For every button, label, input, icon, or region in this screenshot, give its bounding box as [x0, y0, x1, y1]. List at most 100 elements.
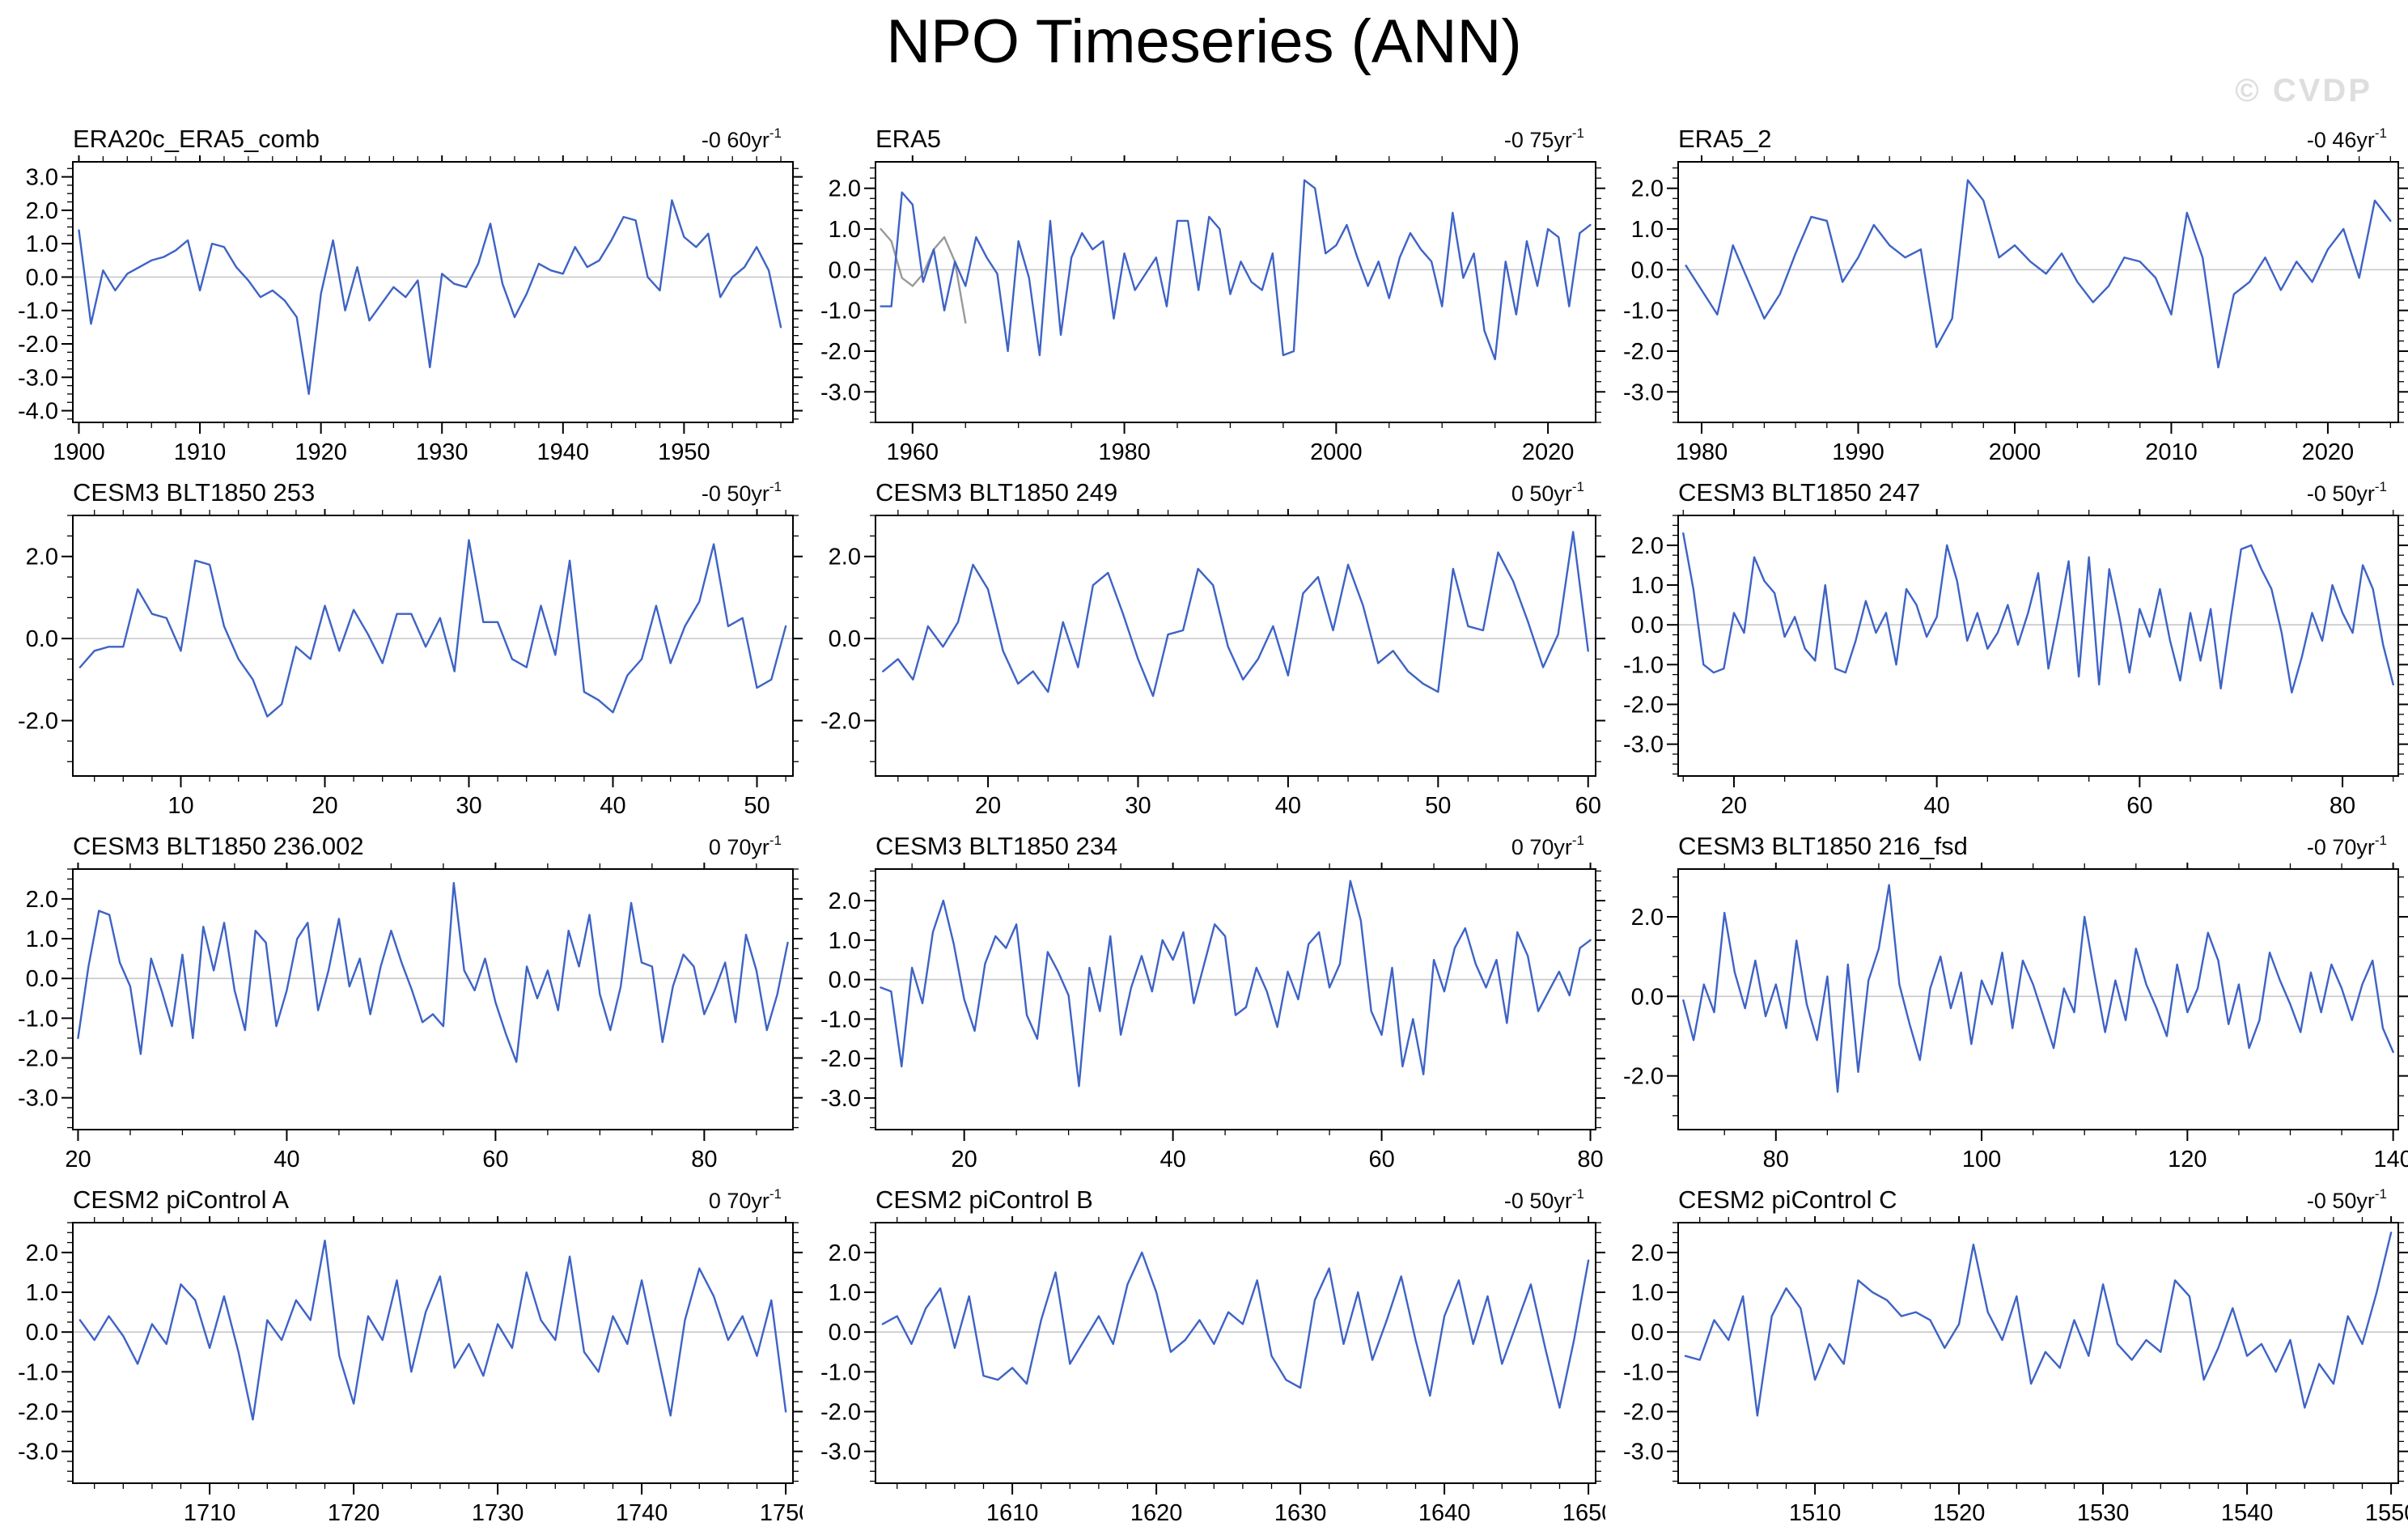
svg-text:20: 20: [1721, 793, 1747, 819]
series-line-main: [77, 882, 789, 1063]
trend-exponent: -1: [769, 479, 782, 494]
y-tick-labels: 2.0 1.0 0.0 -1.0 -2.0 -3.0: [1623, 176, 1664, 406]
panel-header: CESM2 piControl A 0 70yr-1: [73, 1185, 782, 1215]
trend-label: 0 70yr-1: [708, 833, 782, 859]
svg-text:40: 40: [600, 793, 625, 819]
svg-text:100: 100: [1962, 1147, 2001, 1172]
panel-header: CESM3 BLT1850 234 0 70yr-1: [875, 832, 1584, 861]
svg-text:2.0: 2.0: [829, 545, 861, 570]
svg-text:2020: 2020: [1522, 439, 1575, 465]
trend-exponent: -1: [1571, 833, 1584, 848]
plot-svg: 1900 1910 1920 1930 1940 1950 3.0 2.0 1.0 0.0 -1.0…: [18, 155, 803, 465]
svg-text:0.0: 0.0: [829, 257, 861, 283]
svg-text:1.0: 1.0: [1631, 1280, 1664, 1306]
trend-label: -0 50yr-1: [2306, 1186, 2387, 1213]
series-line-main: [881, 1251, 1590, 1409]
panel-title: CESM3 BLT1850 247: [1678, 478, 1921, 507]
panel-era20c-era5-comb: ERA20c_ERA5_comb -0 60yr-1 1900 1910 1920 193…: [0, 115, 803, 469]
plot-svg: 1980 1990 2000 2010 2020 2.0 1.0 0.0 -1.0 -2.0 -3.…: [1623, 155, 2408, 465]
plot-box: [875, 868, 1596, 1130]
trend-label: -0 50yr-1: [2306, 479, 2387, 506]
plot-box: [1677, 515, 2399, 777]
svg-text:1910: 1910: [174, 439, 227, 465]
svg-text:20: 20: [975, 793, 1001, 819]
svg-text:-1.0: -1.0: [18, 1006, 58, 1032]
axis-ticks: [1667, 509, 2408, 787]
svg-text:2.0: 2.0: [26, 198, 58, 224]
trend-exponent: -1: [2374, 479, 2387, 494]
page-title: NPO Timeseries (ANN): [886, 7, 1522, 76]
trend-label: -0 50yr-1: [701, 479, 782, 506]
svg-text:40: 40: [273, 1147, 299, 1172]
svg-text:1980: 1980: [1676, 439, 1728, 465]
svg-text:1980: 1980: [1098, 439, 1151, 465]
svg-text:0.0: 0.0: [26, 265, 58, 290]
svg-text:50: 50: [744, 793, 769, 819]
panel-title: CESM3 BLT1850 216_fsd: [1678, 832, 1968, 860]
x-tick-labels: 1710 1720 1730 1740 1750: [184, 1500, 803, 1526]
axis-ticks: [61, 863, 803, 1141]
svg-text:-3.0: -3.0: [18, 365, 58, 391]
x-tick-labels: 20 40 60 80: [952, 1147, 1604, 1172]
plot-box: [1677, 161, 2399, 423]
axis-ticks: [1667, 1216, 2408, 1495]
panel-header: CESM2 piControl B -0 50yr-1: [875, 1185, 1584, 1215]
svg-text:2.0: 2.0: [829, 888, 861, 914]
series-line-main: [882, 531, 1589, 698]
svg-text:1900: 1900: [53, 439, 105, 465]
svg-text:80: 80: [1763, 1147, 1789, 1172]
series-line-main: [880, 179, 1592, 361]
x-tick-labels: 20 30 40 50 60: [975, 793, 1601, 819]
panel-era5-2: ERA5_2 -0 46yr-1 1980 1990 2000 2010 2020 2.0 1.…: [1605, 115, 2408, 469]
svg-text:2.0: 2.0: [26, 545, 58, 570]
plot-svg: 80 100 120 140 2.0 0.0 -2.0: [1623, 863, 2408, 1172]
svg-text:1.0: 1.0: [1631, 217, 1664, 243]
svg-text:-3.0: -3.0: [820, 1086, 861, 1112]
svg-text:-1.0: -1.0: [820, 1359, 861, 1385]
panel-cesm3-blt1850-249: CESM3 BLT1850 249 0 50yr-1 20 30 40 50 60 2.0 0.…: [803, 469, 1605, 822]
svg-text:1740: 1740: [616, 1500, 668, 1526]
svg-text:2.0: 2.0: [26, 887, 58, 913]
axis-ticks: [61, 1216, 803, 1495]
y-tick-labels: 2.0 1.0 0.0 -1.0 -2.0 -3.0: [1623, 533, 1664, 758]
plot-svg: 1710 1720 1730 1740 1750 2.0 1.0 0.0 -1.0 -2.0 -3.…: [18, 1216, 803, 1526]
axis-ticks: [61, 509, 803, 787]
svg-text:2.0: 2.0: [829, 1240, 861, 1266]
svg-text:0.0: 0.0: [829, 626, 861, 652]
series-line-overlap_gray: [880, 227, 967, 324]
panel-title: CESM3 BLT1850 249: [875, 478, 1118, 507]
svg-text:40: 40: [1159, 1147, 1185, 1172]
svg-text:0.0: 0.0: [1631, 984, 1664, 1010]
svg-text:1730: 1730: [472, 1500, 524, 1526]
trend-exponent: -1: [2374, 1186, 2387, 1202]
svg-text:-3.0: -3.0: [1623, 732, 1664, 758]
svg-text:40: 40: [1275, 793, 1301, 819]
panel-title: CESM3 BLT1850 253: [73, 478, 316, 507]
svg-text:2010: 2010: [2145, 439, 2198, 465]
x-tick-labels: 1980 1990 2000 2010 2020: [1676, 439, 2354, 465]
svg-text:0.0: 0.0: [829, 1320, 861, 1346]
svg-text:80: 80: [1577, 1147, 1603, 1172]
svg-text:0.0: 0.0: [1631, 1320, 1664, 1346]
plot-box: [875, 1222, 1596, 1484]
panel-cesm3-blt1850-216-fsd: CESM3 BLT1850 216_fsd -0 70yr-1 80 100 120 14…: [1605, 822, 2408, 1176]
panel-era5: ERA5 -0 75yr-1 1960 1980 2000 2020 2.0 1.0 0.0 -1…: [803, 115, 1605, 469]
svg-text:-2.0: -2.0: [18, 1400, 58, 1426]
panel-title: ERA5_2: [1678, 125, 1772, 153]
x-tick-labels: 20 40 60 80: [65, 1147, 717, 1172]
svg-text:20: 20: [312, 793, 337, 819]
svg-text:-2.0: -2.0: [1623, 1064, 1664, 1090]
axis-ticks: [1667, 863, 2408, 1141]
svg-text:80: 80: [2330, 793, 2355, 819]
plot-svg: 1610 1620 1630 1640 1650 2.0 1.0 0.0 -1.0 -2.0 -3.…: [820, 1216, 1605, 1526]
y-tick-labels: 2.0 0.0 -2.0: [1623, 905, 1664, 1090]
y-tick-labels: 2.0 1.0 0.0 -1.0 -2.0 -3.0: [18, 887, 58, 1112]
svg-text:-3.0: -3.0: [1623, 380, 1664, 405]
series-line-main: [880, 880, 1592, 1088]
svg-text:1940: 1940: [537, 439, 590, 465]
svg-text:-3.0: -3.0: [820, 1440, 861, 1465]
svg-text:40: 40: [1924, 793, 1950, 819]
svg-text:2020: 2020: [2302, 439, 2355, 465]
trend-exponent: -1: [1571, 1186, 1584, 1202]
plot-svg: 20 40 60 80 2.0 1.0 0.0 -1.0 -2.0 -3.0: [1623, 509, 2408, 819]
